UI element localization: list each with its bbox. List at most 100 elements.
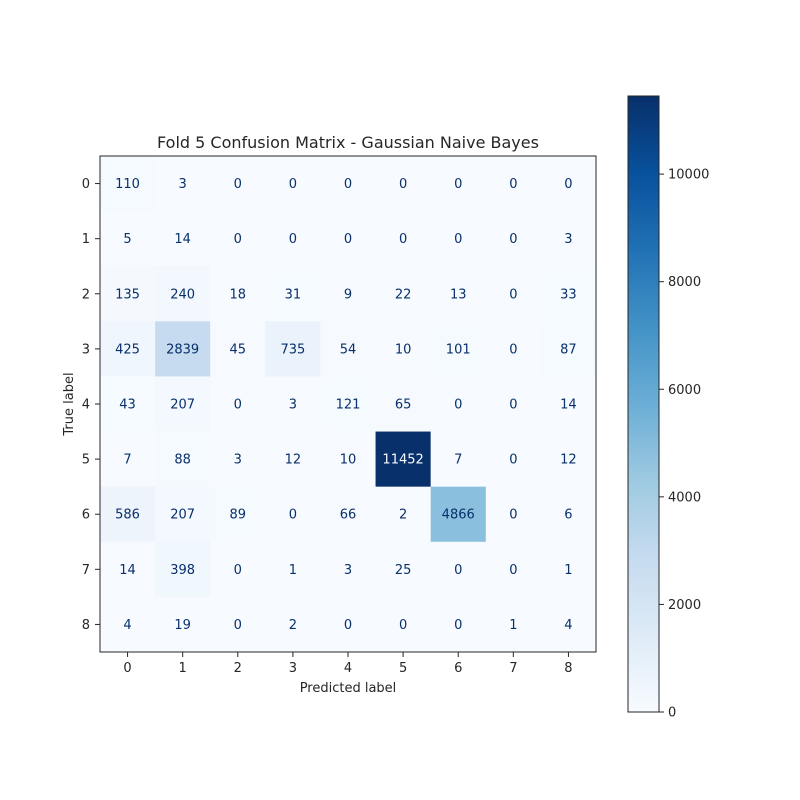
cell-value-label: 0 bbox=[234, 398, 242, 413]
heatmap-cell bbox=[155, 596, 211, 653]
x-tick-label: 2 bbox=[234, 661, 242, 676]
heatmap-cell bbox=[265, 596, 321, 653]
heatmap-cells bbox=[100, 156, 597, 653]
cell-value-label: 0 bbox=[289, 508, 297, 523]
cell-value-label: 45 bbox=[230, 342, 247, 357]
cell-value-label: 9 bbox=[344, 287, 352, 302]
x-axis-ticks: 0 1 2 3 4 5 6 7 8 bbox=[123, 652, 573, 676]
heatmap-cell bbox=[320, 596, 376, 653]
x-tick-label: 3 bbox=[289, 661, 297, 676]
heatmap-cell bbox=[375, 431, 431, 487]
heatmap-cell bbox=[210, 156, 266, 212]
cell-value-label: 10 bbox=[340, 453, 357, 468]
cell-value-label: 121 bbox=[336, 398, 361, 413]
cell-value-label: 0 bbox=[509, 563, 517, 578]
cell-value-label: 3 bbox=[179, 177, 187, 192]
y-axis-ticks: 0 1 2 3 4 5 6 7 8 bbox=[82, 177, 100, 633]
heatmap-cell bbox=[155, 321, 211, 377]
heatmap-cell bbox=[485, 376, 542, 432]
cell-value-label: 0 bbox=[509, 453, 517, 468]
cell-value-label: 7 bbox=[454, 453, 462, 468]
heatmap-cell bbox=[265, 376, 321, 432]
colorbar-tick-label: 6000 bbox=[668, 383, 701, 398]
cell-value-label: 2 bbox=[289, 618, 297, 633]
cell-value-label: 586 bbox=[115, 508, 140, 523]
heatmap-cell bbox=[100, 431, 156, 487]
cell-value-label: 0 bbox=[399, 618, 407, 633]
y-tick-label: 3 bbox=[82, 342, 90, 357]
heatmap-cell bbox=[320, 376, 376, 432]
heatmap-cell bbox=[100, 266, 156, 322]
heatmap-cell bbox=[210, 596, 266, 653]
x-tick-label: 8 bbox=[564, 661, 572, 676]
heatmap-cell bbox=[485, 596, 542, 653]
cell-value-label: 3 bbox=[289, 398, 297, 413]
x-tick-label: 4 bbox=[344, 661, 352, 676]
heatmap-cell bbox=[430, 321, 487, 377]
cell-value-label: 18 bbox=[230, 287, 247, 302]
cell-value-label: 10 bbox=[395, 342, 412, 357]
y-tick-label: 8 bbox=[82, 618, 90, 633]
cell-value-label: 43 bbox=[119, 398, 136, 413]
heatmap-cell bbox=[210, 321, 266, 377]
heatmap-cell bbox=[540, 431, 597, 487]
heatmap-cell bbox=[100, 486, 156, 543]
cell-value-label: 13 bbox=[450, 287, 467, 302]
heatmap-cell bbox=[430, 486, 487, 543]
heatmap-cell bbox=[210, 211, 266, 267]
cell-value-label: 31 bbox=[285, 287, 302, 302]
heatmap-cell bbox=[210, 541, 266, 598]
y-tick-label: 4 bbox=[82, 398, 90, 413]
cell-value-label: 2 bbox=[399, 508, 407, 523]
cell-value-label: 2839 bbox=[166, 342, 199, 357]
cell-value-label: 5 bbox=[123, 232, 131, 247]
heatmap-cell bbox=[540, 376, 597, 432]
cell-value-label: 14 bbox=[119, 563, 136, 578]
heatmap-cell bbox=[155, 156, 211, 212]
heatmap-cell bbox=[430, 541, 487, 598]
cell-value-label: 110 bbox=[115, 177, 140, 192]
heatmap-cell bbox=[375, 321, 431, 377]
colorbar-ticks: 0 2000 4000 6000 8000 10000 bbox=[659, 168, 709, 721]
heatmap-cell bbox=[540, 541, 597, 598]
heatmap-cell bbox=[320, 431, 376, 487]
cell-value-label: 25 bbox=[395, 563, 412, 578]
cell-value-label: 0 bbox=[509, 508, 517, 523]
heatmap-cell bbox=[210, 376, 266, 432]
heatmap-cell bbox=[485, 321, 542, 377]
heatmap-cell bbox=[485, 486, 542, 543]
heatmap-cell bbox=[375, 486, 431, 543]
heatmap-cell bbox=[265, 321, 321, 377]
heatmap-cell bbox=[265, 266, 321, 322]
cell-value-label: 66 bbox=[340, 508, 357, 523]
heatmap-cell bbox=[430, 431, 487, 487]
heatmap-cell bbox=[210, 431, 266, 487]
heatmap-cell bbox=[430, 156, 487, 212]
heatmap-cell bbox=[320, 211, 376, 267]
cell-value-label: 14 bbox=[560, 398, 577, 413]
heatmap-cell bbox=[155, 376, 211, 432]
chart-title: Fold 5 Confusion Matrix - Gaussian Naive… bbox=[157, 133, 539, 152]
heatmap-cell bbox=[430, 266, 487, 322]
cell-value-label: 0 bbox=[509, 287, 517, 302]
cell-value-label: 6 bbox=[564, 508, 572, 523]
heatmap-cell bbox=[540, 596, 597, 653]
cell-value-label: 54 bbox=[340, 342, 357, 357]
x-tick-label: 0 bbox=[123, 661, 131, 676]
cell-value-label: 240 bbox=[170, 287, 195, 302]
heatmap-cell bbox=[540, 156, 597, 212]
heatmap-cell bbox=[485, 431, 542, 487]
heatmap-cell bbox=[540, 486, 597, 543]
heatmap-cell bbox=[265, 431, 321, 487]
heatmap-cell bbox=[375, 541, 431, 598]
cell-value-label: 12 bbox=[285, 453, 302, 468]
cell-value-label: 135 bbox=[115, 287, 140, 302]
x-tick-label: 6 bbox=[454, 661, 462, 676]
heatmap-cell bbox=[485, 266, 542, 322]
cell-value-label: 0 bbox=[234, 563, 242, 578]
cell-value-label: 0 bbox=[344, 177, 352, 192]
heatmap-cell bbox=[155, 211, 211, 267]
cell-value-label: 4866 bbox=[442, 508, 475, 523]
heatmap-cell bbox=[430, 211, 487, 267]
